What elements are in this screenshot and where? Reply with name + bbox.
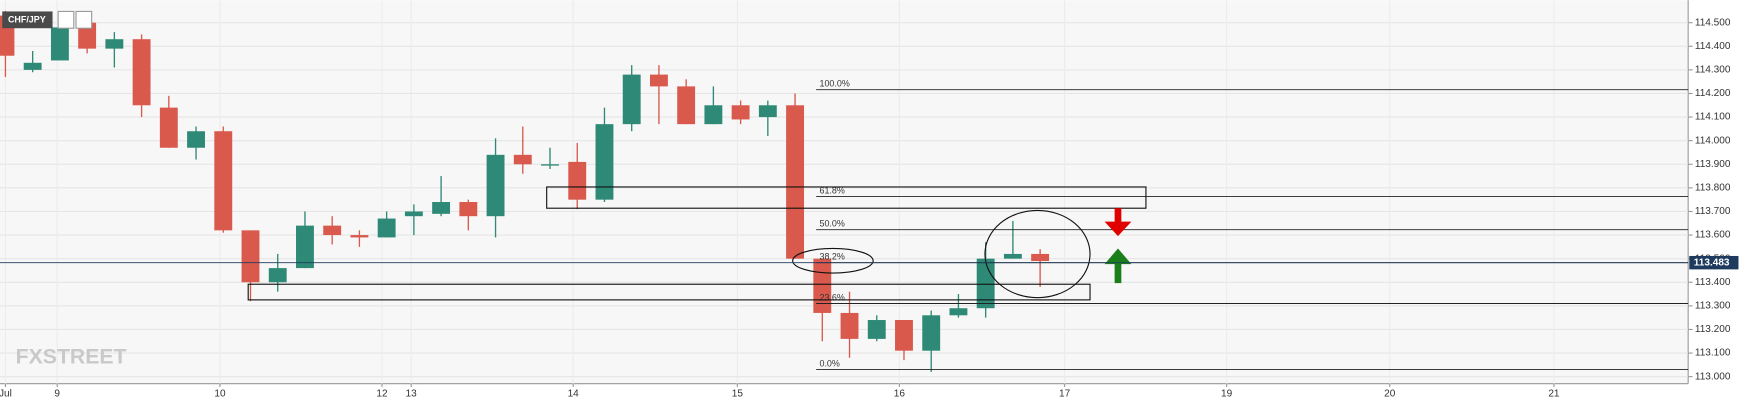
candle-body (513, 154, 532, 165)
candle-body (214, 131, 233, 231)
y-tick-label: 113.700 (1695, 206, 1731, 217)
candle-body (895, 320, 913, 351)
candle-body (296, 225, 314, 269)
last-price-label: 113.483 (1694, 257, 1730, 268)
axes: 113.000113.100113.200113.300113.400113.5… (0, 17, 1739, 399)
x-tick-label: Jul (0, 388, 12, 399)
grid (0, 0, 1689, 384)
fib-label: 23.6% (819, 292, 844, 302)
x-tick-label: 20 (1384, 388, 1396, 399)
fib-label: 50.0% (819, 218, 844, 228)
y-tick-label: 114.500 (1695, 17, 1731, 28)
candle-body (459, 202, 478, 217)
candle-body (704, 105, 723, 125)
x-tick-label: 14 (568, 388, 580, 399)
x-tick-label: 21 (1548, 388, 1560, 399)
candle-body (622, 74, 641, 125)
y-tick-label: 113.000 (1695, 371, 1731, 382)
candle-body (867, 320, 886, 339)
fib-label: 61.8% (819, 185, 844, 195)
x-tick-label: 12 (376, 388, 388, 399)
refresh-button[interactable] (57, 10, 75, 29)
symbol: CHF/JPY (8, 15, 46, 25)
candle-body (350, 235, 369, 238)
x-tick-label: 17 (1059, 388, 1071, 399)
x-tick-label: 13 (406, 388, 418, 399)
y-tick-label: 114.300 (1695, 65, 1731, 76)
candle-body (323, 225, 342, 236)
candle-body (677, 86, 696, 125)
fib-label: 100.0% (819, 78, 849, 88)
candle-body (922, 315, 941, 351)
arrows (1104, 208, 1132, 284)
box (247, 283, 1091, 301)
symbol-box (2, 11, 53, 29)
x-tick-label: 9 (54, 388, 60, 399)
y-tick-label: 113.900 (1695, 159, 1731, 170)
candle-body (949, 308, 968, 316)
candle-body (786, 105, 805, 259)
ellipse (984, 209, 1091, 299)
candle-body (404, 211, 423, 217)
candle-body (758, 105, 777, 118)
arrow-up (1104, 248, 1132, 265)
candle-body (132, 39, 151, 106)
candle-body (78, 22, 97, 49)
y-tick-label: 114.000 (1695, 135, 1731, 146)
arrow-down (1104, 221, 1132, 237)
candle-body (541, 164, 559, 166)
candle-body (568, 161, 587, 200)
calendar-button[interactable] (75, 10, 93, 29)
candle-body (377, 218, 396, 238)
x-tick-label: 15 (732, 388, 744, 399)
candle-body (731, 105, 750, 120)
box (546, 186, 1147, 209)
arrow-down (1114, 208, 1122, 224)
arrow-up (1114, 262, 1122, 284)
y-tick-label: 113.600 (1695, 230, 1731, 241)
drawings (247, 186, 1147, 301)
time-axis-bg (0, 383, 1753, 403)
y-tick-label: 113.400 (1695, 277, 1731, 288)
y-tick-label: 114.100 (1695, 112, 1731, 123)
candle-body (432, 202, 451, 214)
fib-label: 0.0% (819, 358, 839, 368)
candle-body (105, 39, 124, 49)
y-tick-label: 113.100 (1695, 348, 1731, 359)
x-tick-label: 10 (214, 388, 226, 399)
candle-body (1031, 253, 1050, 262)
candle-body (595, 124, 614, 200)
candle-body (23, 62, 42, 70)
candle-body (976, 258, 995, 309)
y-tick-label: 113.300 (1695, 301, 1731, 312)
candle-body (813, 258, 832, 313)
price-axis-bg (1688, 0, 1753, 403)
x-tick-label: 16 (894, 388, 906, 399)
candle-body (50, 27, 69, 61)
y-tick-label: 113.800 (1695, 183, 1731, 194)
x-tick-label: 19 (1221, 388, 1233, 399)
candle-body (268, 268, 287, 283)
y-tick-label: 114.400 (1695, 41, 1731, 52)
fib-label: 38.2% (819, 251, 844, 261)
candle-body (840, 312, 859, 339)
candles (0, 10, 1050, 372)
last-price-box (1689, 255, 1739, 270)
ellipse (792, 247, 874, 274)
y-tick-label: 113.200 (1695, 324, 1731, 335)
candle-body (649, 74, 668, 87)
watermark: FXSTREET (16, 345, 127, 369)
candle-body (187, 131, 205, 148)
candle-body (241, 230, 260, 283)
candle-body (159, 107, 178, 148)
y-tick-label: 114.200 (1695, 88, 1731, 99)
candle-body (1003, 253, 1022, 259)
candle-body (486, 154, 505, 217)
